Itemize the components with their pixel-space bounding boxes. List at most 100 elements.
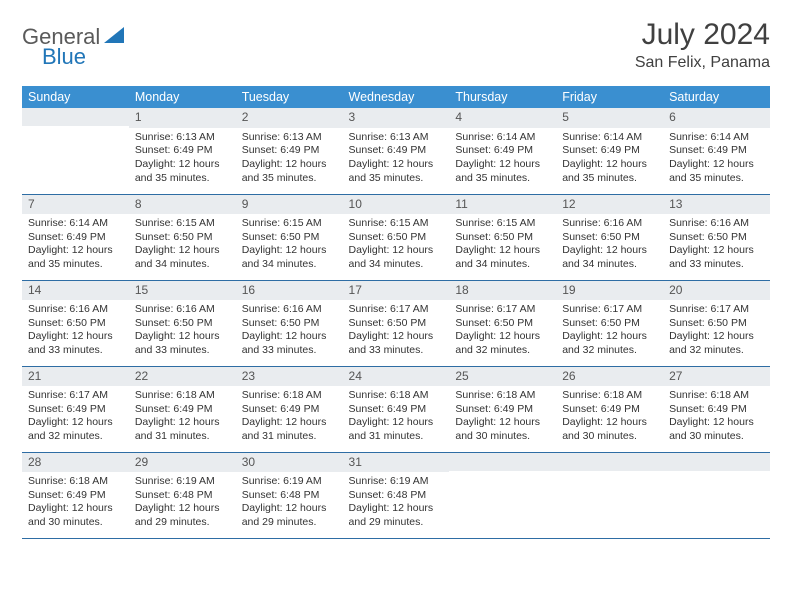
daylight-text: Daylight: 12 hours and 33 minutes. (28, 330, 123, 357)
sunrise-text: Sunrise: 6:18 AM (455, 389, 550, 403)
day-number: 17 (343, 281, 450, 301)
sunrise-text: Sunrise: 6:14 AM (669, 131, 764, 145)
daylight-text: Daylight: 12 hours and 32 minutes. (455, 330, 550, 357)
sunrise-text: Sunrise: 6:19 AM (349, 475, 444, 489)
daylight-text: Daylight: 12 hours and 33 minutes. (242, 330, 337, 357)
day-details: Sunrise: 6:19 AMSunset: 6:48 PMDaylight:… (129, 472, 236, 534)
sunset-text: Sunset: 6:50 PM (242, 317, 337, 331)
calendar-cell: 1Sunrise: 6:13 AMSunset: 6:49 PMDaylight… (129, 108, 236, 194)
daylight-text: Daylight: 12 hours and 35 minutes. (562, 158, 657, 185)
day-details: Sunrise: 6:13 AMSunset: 6:49 PMDaylight:… (236, 128, 343, 190)
calendar-cell: 17Sunrise: 6:17 AMSunset: 6:50 PMDayligh… (343, 280, 450, 366)
day-number: 15 (129, 281, 236, 301)
calendar-cell: 24Sunrise: 6:18 AMSunset: 6:49 PMDayligh… (343, 366, 450, 452)
day-details: Sunrise: 6:18 AMSunset: 6:49 PMDaylight:… (343, 386, 450, 448)
day-header: Sunday (22, 86, 129, 108)
daylight-text: Daylight: 12 hours and 34 minutes. (135, 244, 230, 271)
calendar-cell: 2Sunrise: 6:13 AMSunset: 6:49 PMDaylight… (236, 108, 343, 194)
sunset-text: Sunset: 6:49 PM (28, 403, 123, 417)
sunset-text: Sunset: 6:49 PM (135, 144, 230, 158)
day-header: Wednesday (343, 86, 450, 108)
sunset-text: Sunset: 6:49 PM (455, 403, 550, 417)
daylight-text: Daylight: 12 hours and 35 minutes. (28, 244, 123, 271)
day-number: 28 (22, 453, 129, 473)
daylight-text: Daylight: 12 hours and 34 minutes. (562, 244, 657, 271)
day-details: Sunrise: 6:18 AMSunset: 6:49 PMDaylight:… (236, 386, 343, 448)
sunrise-text: Sunrise: 6:19 AM (135, 475, 230, 489)
calendar-cell: 3Sunrise: 6:13 AMSunset: 6:49 PMDaylight… (343, 108, 450, 194)
calendar-row: 28Sunrise: 6:18 AMSunset: 6:49 PMDayligh… (22, 452, 770, 538)
sunrise-text: Sunrise: 6:14 AM (455, 131, 550, 145)
sunrise-text: Sunrise: 6:16 AM (562, 217, 657, 231)
daylight-text: Daylight: 12 hours and 35 minutes. (135, 158, 230, 185)
day-details: Sunrise: 6:19 AMSunset: 6:48 PMDaylight:… (236, 472, 343, 534)
day-details: Sunrise: 6:15 AMSunset: 6:50 PMDaylight:… (449, 214, 556, 276)
day-details: Sunrise: 6:18 AMSunset: 6:49 PMDaylight:… (556, 386, 663, 448)
sunset-text: Sunset: 6:50 PM (562, 231, 657, 245)
sunrise-text: Sunrise: 6:17 AM (28, 389, 123, 403)
day-number: 31 (343, 453, 450, 473)
day-number: 22 (129, 367, 236, 387)
sunrise-text: Sunrise: 6:18 AM (562, 389, 657, 403)
daylight-text: Daylight: 12 hours and 29 minutes. (242, 502, 337, 529)
sunrise-text: Sunrise: 6:13 AM (349, 131, 444, 145)
sunset-text: Sunset: 6:50 PM (242, 231, 337, 245)
calendar-cell: 7Sunrise: 6:14 AMSunset: 6:49 PMDaylight… (22, 194, 129, 280)
day-number: 24 (343, 367, 450, 387)
day-number: 2 (236, 108, 343, 128)
sunset-text: Sunset: 6:50 PM (455, 231, 550, 245)
day-header: Thursday (449, 86, 556, 108)
sunset-text: Sunset: 6:50 PM (349, 317, 444, 331)
sunrise-text: Sunrise: 6:18 AM (669, 389, 764, 403)
calendar-cell: 22Sunrise: 6:18 AMSunset: 6:49 PMDayligh… (129, 366, 236, 452)
day-details: Sunrise: 6:15 AMSunset: 6:50 PMDaylight:… (343, 214, 450, 276)
calendar-cell: 27Sunrise: 6:18 AMSunset: 6:49 PMDayligh… (663, 366, 770, 452)
day-number: 18 (449, 281, 556, 301)
sunrise-text: Sunrise: 6:17 AM (455, 303, 550, 317)
calendar-cell (449, 452, 556, 538)
calendar-cell: 19Sunrise: 6:17 AMSunset: 6:50 PMDayligh… (556, 280, 663, 366)
calendar-cell: 9Sunrise: 6:15 AMSunset: 6:50 PMDaylight… (236, 194, 343, 280)
sunset-text: Sunset: 6:49 PM (455, 144, 550, 158)
calendar-cell: 28Sunrise: 6:18 AMSunset: 6:49 PMDayligh… (22, 452, 129, 538)
calendar-cell: 14Sunrise: 6:16 AMSunset: 6:50 PMDayligh… (22, 280, 129, 366)
day-details: Sunrise: 6:14 AMSunset: 6:49 PMDaylight:… (663, 128, 770, 190)
day-details: Sunrise: 6:17 AMSunset: 6:49 PMDaylight:… (22, 386, 129, 448)
sunrise-text: Sunrise: 6:17 AM (562, 303, 657, 317)
day-number: 11 (449, 195, 556, 215)
day-number: 4 (449, 108, 556, 128)
day-details: Sunrise: 6:18 AMSunset: 6:49 PMDaylight:… (449, 386, 556, 448)
sunrise-text: Sunrise: 6:15 AM (135, 217, 230, 231)
sunset-text: Sunset: 6:50 PM (562, 317, 657, 331)
sunset-text: Sunset: 6:49 PM (28, 231, 123, 245)
calendar-header-row: Sunday Monday Tuesday Wednesday Thursday… (22, 86, 770, 108)
calendar-cell: 13Sunrise: 6:16 AMSunset: 6:50 PMDayligh… (663, 194, 770, 280)
sunrise-text: Sunrise: 6:15 AM (349, 217, 444, 231)
calendar-row: 21Sunrise: 6:17 AMSunset: 6:49 PMDayligh… (22, 366, 770, 452)
sunrise-text: Sunrise: 6:17 AM (669, 303, 764, 317)
calendar-cell (556, 452, 663, 538)
calendar-cell: 26Sunrise: 6:18 AMSunset: 6:49 PMDayligh… (556, 366, 663, 452)
day-number: 10 (343, 195, 450, 215)
day-number: 13 (663, 195, 770, 215)
day-number (449, 453, 556, 471)
day-number: 20 (663, 281, 770, 301)
location: San Felix, Panama (635, 54, 770, 72)
daylight-text: Daylight: 12 hours and 31 minutes. (349, 416, 444, 443)
calendar-cell: 20Sunrise: 6:17 AMSunset: 6:50 PMDayligh… (663, 280, 770, 366)
sunrise-text: Sunrise: 6:15 AM (242, 217, 337, 231)
day-details: Sunrise: 6:18 AMSunset: 6:49 PMDaylight:… (22, 472, 129, 534)
sunset-text: Sunset: 6:50 PM (669, 231, 764, 245)
header: General July 2024 San Felix, Panama (22, 18, 770, 72)
daylight-text: Daylight: 12 hours and 34 minutes. (242, 244, 337, 271)
month-title: July 2024 (635, 18, 770, 52)
daylight-text: Daylight: 12 hours and 32 minutes. (28, 416, 123, 443)
daylight-text: Daylight: 12 hours and 31 minutes. (135, 416, 230, 443)
day-number: 23 (236, 367, 343, 387)
calendar-cell: 31Sunrise: 6:19 AMSunset: 6:48 PMDayligh… (343, 452, 450, 538)
day-header: Friday (556, 86, 663, 108)
sunrise-text: Sunrise: 6:18 AM (135, 389, 230, 403)
sunset-text: Sunset: 6:49 PM (242, 144, 337, 158)
calendar-cell: 21Sunrise: 6:17 AMSunset: 6:49 PMDayligh… (22, 366, 129, 452)
calendar-cell: 29Sunrise: 6:19 AMSunset: 6:48 PMDayligh… (129, 452, 236, 538)
